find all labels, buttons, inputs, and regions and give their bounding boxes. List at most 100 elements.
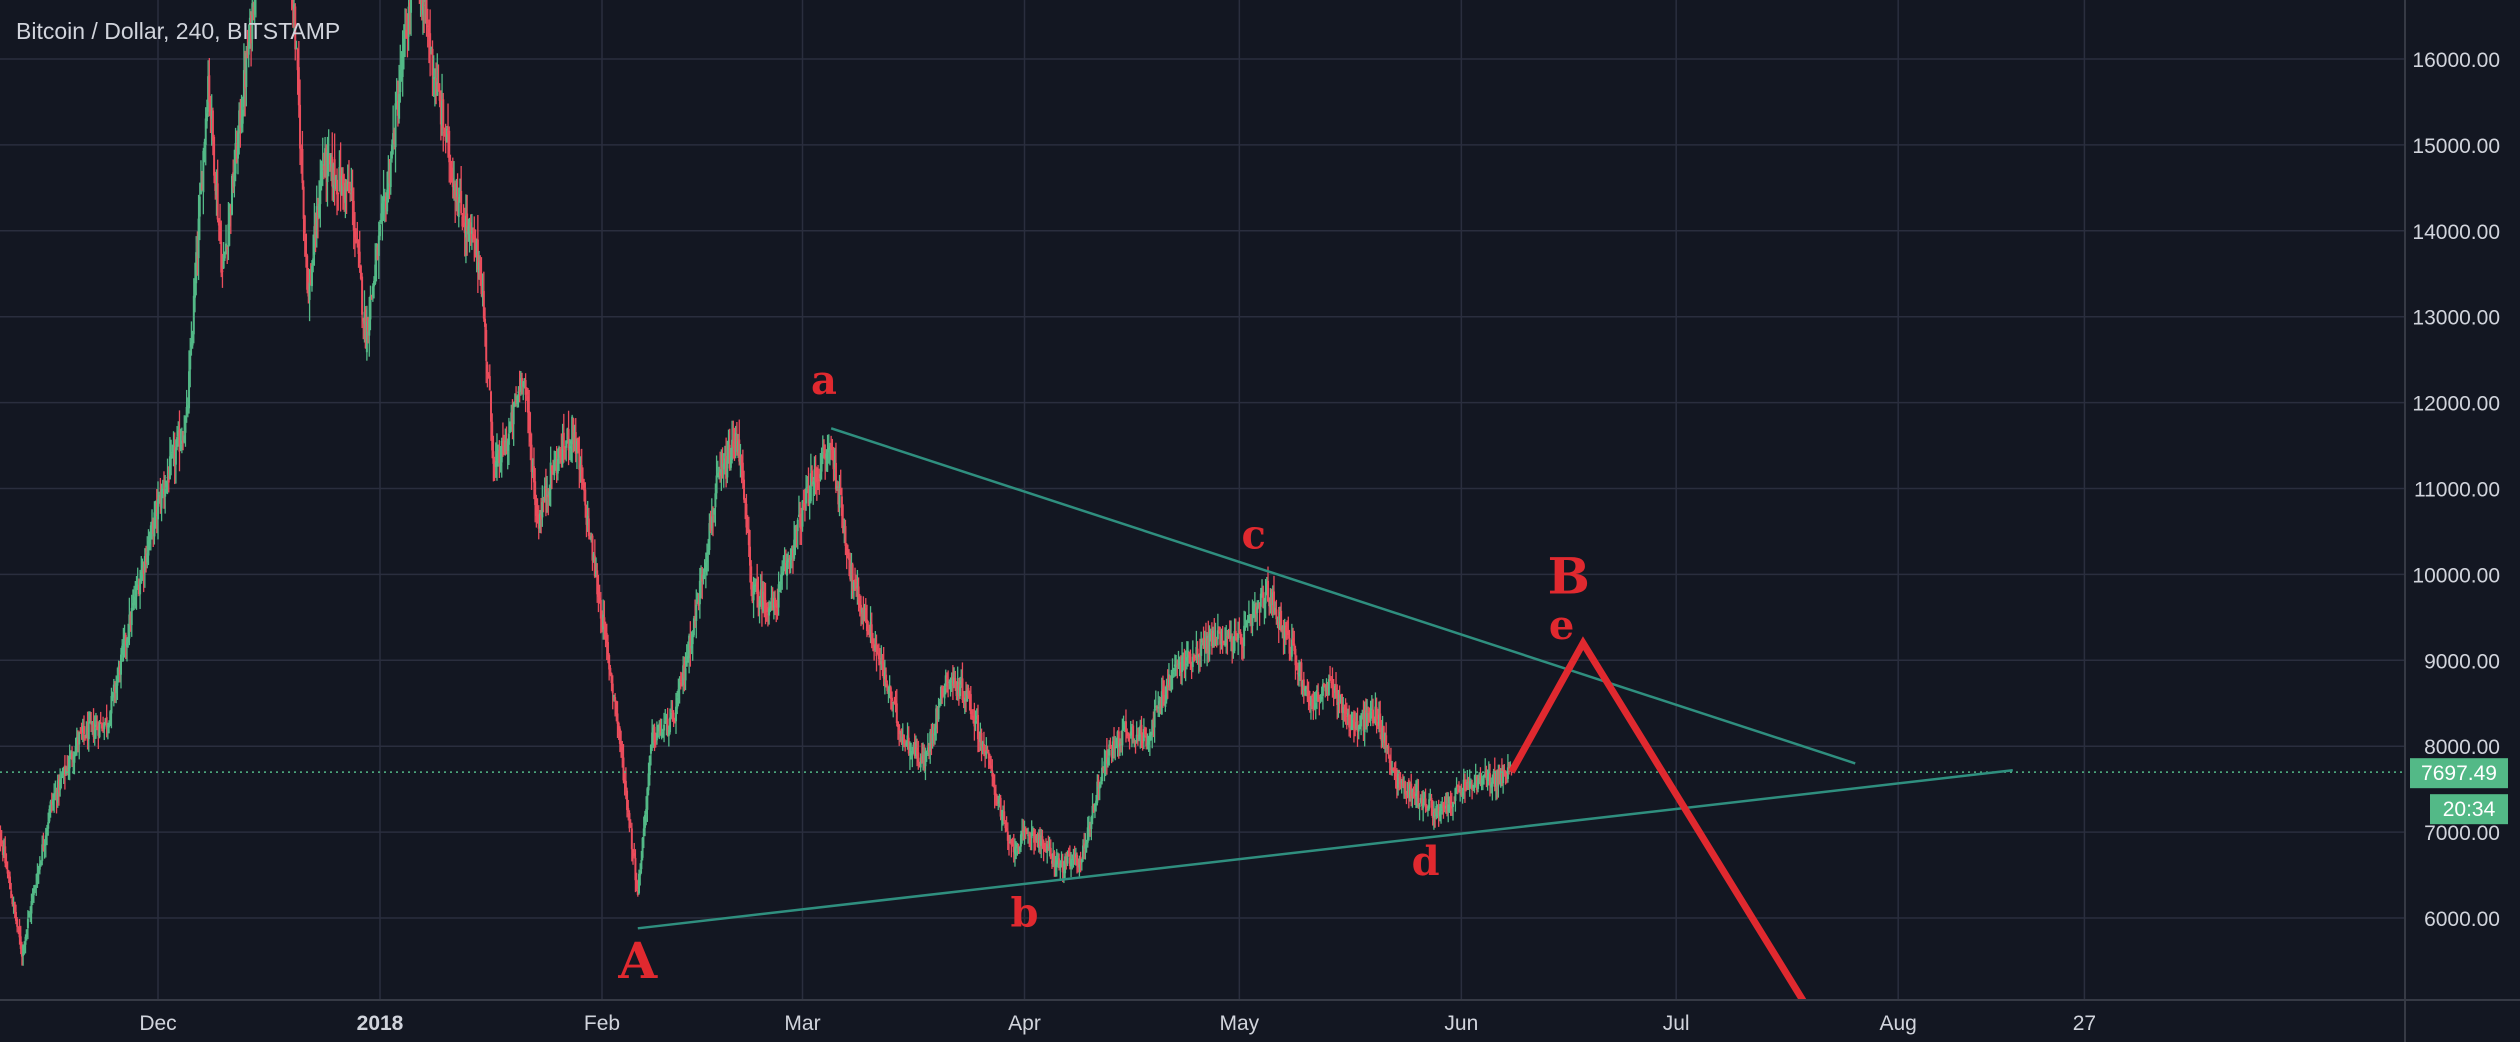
candle-body <box>529 431 532 442</box>
candle-body <box>10 890 13 899</box>
candle-body <box>1405 794 1408 796</box>
candle-body <box>1441 804 1444 809</box>
candle-body <box>867 629 870 635</box>
candle-body <box>1191 656 1194 667</box>
candle-body <box>1003 811 1006 821</box>
candle-body <box>165 480 168 488</box>
candle-body <box>554 458 557 461</box>
candle-body <box>61 775 64 777</box>
candle-body <box>922 755 925 760</box>
candle-body <box>671 710 674 713</box>
candle-body <box>672 712 675 722</box>
candle-body <box>641 837 644 858</box>
candle-body <box>886 683 889 691</box>
candle-body <box>974 720 977 724</box>
candle-body <box>871 641 874 643</box>
candle-body <box>233 172 236 187</box>
candle-body <box>1386 745 1389 748</box>
candle-body <box>96 726 99 730</box>
candle-body <box>1388 756 1391 764</box>
candle-body <box>86 723 89 741</box>
candle-body <box>728 444 731 469</box>
candle-body <box>1326 683 1329 696</box>
candle-body <box>944 675 947 687</box>
candle-body <box>661 729 664 731</box>
candle-body <box>430 46 433 55</box>
candle-body <box>149 525 152 540</box>
candle-body <box>81 725 84 732</box>
candle-body <box>1176 664 1179 666</box>
candle-body <box>108 725 111 728</box>
candle-body <box>849 559 852 580</box>
candle-body <box>1307 690 1310 696</box>
candle-body <box>1378 714 1380 726</box>
candle-body <box>622 757 625 781</box>
candle-body <box>186 405 189 408</box>
candle-body <box>453 185 455 191</box>
candle-body <box>1072 854 1075 859</box>
candle-body <box>1246 619 1249 624</box>
candle-body <box>680 682 683 686</box>
candle-body <box>1333 687 1336 691</box>
candle-body <box>191 332 194 346</box>
candle-body <box>651 732 654 745</box>
candle-body <box>63 765 66 777</box>
candle-body <box>1298 673 1301 677</box>
candle-body <box>84 735 87 739</box>
candle-body <box>1382 726 1385 743</box>
candle-body <box>845 544 848 556</box>
candle-body <box>53 796 56 801</box>
candlestick-series <box>0 0 1513 966</box>
candle-body <box>690 645 693 649</box>
candle-body <box>911 750 914 755</box>
candle-body <box>679 680 682 682</box>
candle-body <box>1380 734 1383 741</box>
candle-body <box>1432 811 1435 818</box>
candle-body <box>880 661 883 665</box>
candle-body <box>929 731 932 752</box>
candle-body <box>87 722 90 740</box>
candle-body <box>394 103 397 148</box>
candle-body <box>328 155 331 165</box>
candle-body <box>1270 597 1273 604</box>
candle-body <box>1508 766 1511 770</box>
candle-body <box>1161 688 1164 695</box>
candle-body <box>1299 662 1302 674</box>
candle-body <box>807 487 810 506</box>
candle-body <box>1142 728 1145 742</box>
candle-body <box>371 286 374 297</box>
candle-body <box>1228 629 1231 639</box>
y-tick-label: 15000.00 <box>2412 135 2500 158</box>
candle-body <box>1426 808 1429 811</box>
candle-body <box>1141 735 1144 744</box>
candle-body <box>379 225 381 237</box>
candle-body <box>242 70 245 108</box>
candle-body <box>660 732 663 738</box>
candle-body <box>834 462 837 490</box>
candle-body <box>1159 703 1162 714</box>
candle-body <box>1327 679 1330 696</box>
candle-body <box>985 751 988 755</box>
candle-body <box>11 899 14 905</box>
candle-body <box>464 215 467 238</box>
candle-body <box>228 205 231 227</box>
candle-body <box>26 918 29 929</box>
candle-body <box>838 486 841 508</box>
candle-body <box>441 100 444 126</box>
candle-body <box>580 464 583 483</box>
candle-body <box>1213 633 1216 644</box>
candle-body <box>595 571 598 577</box>
candle-body <box>698 580 701 605</box>
candle-body <box>1497 769 1500 785</box>
candle-body <box>997 801 1000 803</box>
candle-body <box>609 667 612 675</box>
candle-body <box>1074 853 1077 857</box>
candle-body <box>444 129 447 141</box>
candle-body <box>943 688 946 699</box>
candle-body <box>691 634 694 645</box>
candle-body <box>802 503 805 508</box>
candle-body <box>68 756 71 769</box>
candle-body <box>1480 779 1483 786</box>
